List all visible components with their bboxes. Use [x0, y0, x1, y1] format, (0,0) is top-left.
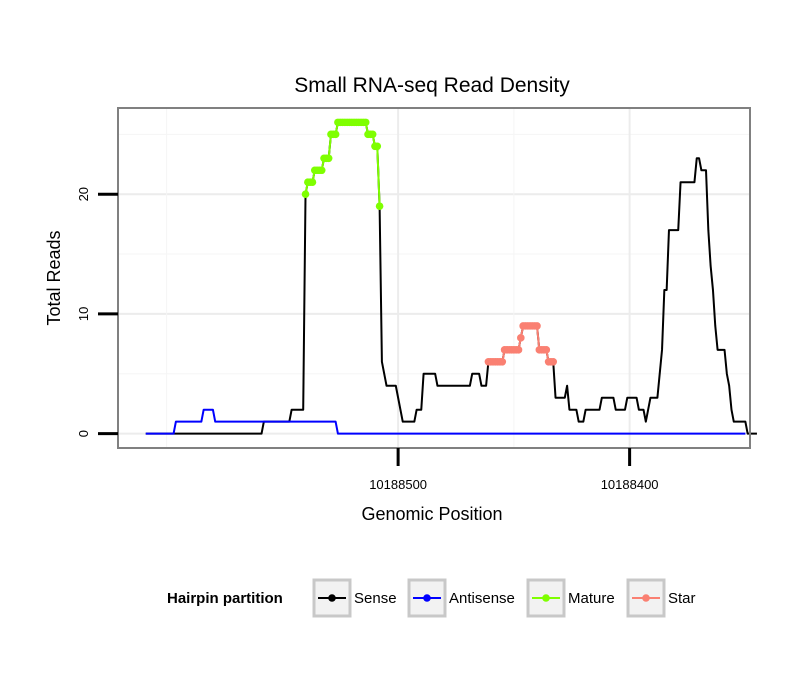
y-axis-label: Total Reads — [44, 230, 64, 325]
point-star — [514, 346, 523, 354]
x-tick-label: 10188400 — [601, 477, 659, 492]
series-points — [301, 118, 558, 366]
point-mature — [331, 130, 340, 139]
legend-point-star — [642, 594, 650, 602]
legend-label-sense: Sense — [354, 590, 397, 607]
point-mature — [375, 202, 384, 210]
point-star — [498, 358, 507, 366]
line-antisense — [145, 408, 746, 435]
y-tick-label: 20 — [76, 187, 91, 201]
point-mature — [317, 166, 326, 175]
chart-title: Small RNA-seq Read Density — [294, 74, 570, 97]
y-tick-label: 0 — [76, 430, 91, 437]
legend-point-mature — [542, 594, 550, 602]
y-tick-label: 10 — [76, 307, 91, 321]
x-tick-label: 10188500 — [369, 477, 427, 492]
point-mature — [368, 130, 377, 139]
plot-panel — [118, 108, 750, 448]
point-star — [549, 358, 558, 366]
point-mature — [308, 178, 317, 187]
point-star — [517, 334, 525, 342]
point-star — [542, 346, 551, 354]
plot-panel-border — [117, 107, 751, 449]
point-mature — [324, 154, 333, 163]
x-axis-label: Genomic Position — [361, 504, 502, 524]
point-mature — [361, 118, 370, 127]
point-mature — [301, 190, 310, 198]
legend-point-sense — [328, 594, 336, 602]
point-mature — [373, 142, 382, 151]
legend-title: Hairpin partition — [167, 590, 283, 607]
legend-label-mature: Mature — [568, 590, 615, 607]
legend-point-antisense — [423, 594, 431, 602]
y-axis: 0 10 20 — [76, 187, 118, 437]
legend-label-star: Star — [668, 590, 696, 607]
legend: Hairpin partition Sense Antisense Mature St… — [167, 578, 696, 618]
x-axis: 10188500 10188400 — [369, 448, 659, 492]
point-star — [533, 322, 541, 330]
legend-label-antisense: Antisense — [449, 590, 515, 607]
